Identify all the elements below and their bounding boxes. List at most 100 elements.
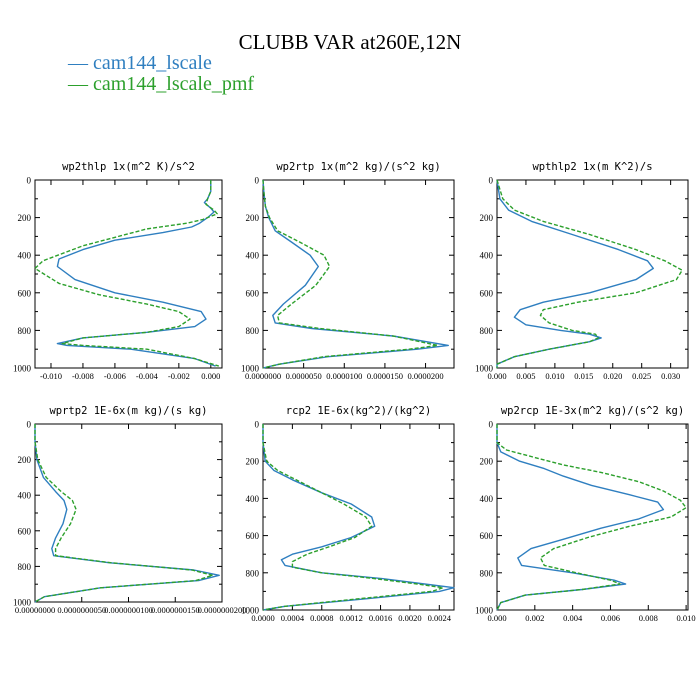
- y-tick-label: 600: [18, 526, 32, 536]
- x-tick-label: 0.0000100: [326, 371, 362, 381]
- legend-label-lscale-pmf: cam144_lscale_pmf: [93, 73, 255, 95]
- subplot-title: wprtp2 1E-6x(m kg)/(s kg): [49, 405, 207, 417]
- y-tick-label: 400: [18, 491, 32, 501]
- y-tick-label: 400: [480, 251, 494, 261]
- x-tick-label: 0.000: [487, 613, 506, 623]
- x-tick-label: 0.000: [201, 371, 220, 381]
- x-tick-label: 0.002: [525, 613, 544, 623]
- series-line-lscale: [34, 424, 220, 603]
- x-tick-label: -0.008: [72, 371, 94, 381]
- y-tick-label: 800: [18, 562, 32, 572]
- y-tick-label: 0: [489, 176, 494, 186]
- y-tick-label: 800: [246, 568, 260, 578]
- x-tick-label: 0.0012: [339, 613, 362, 623]
- y-tick-label: 600: [246, 288, 260, 298]
- legend-label-lscale: cam144_lscale: [93, 52, 212, 74]
- x-tick-label: 0.020: [603, 371, 622, 381]
- y-tick-label: 200: [246, 457, 260, 467]
- x-tick-label: 0.0016: [369, 613, 392, 623]
- y-tick-label: 1000: [13, 598, 32, 608]
- plot-frame: [34, 423, 223, 603]
- x-tick-label: 0.000: [487, 371, 506, 381]
- legend-line-lscale: —: [68, 52, 88, 74]
- x-tick-label: 0.015: [574, 371, 593, 381]
- y-tick-label: 1000: [241, 606, 260, 616]
- y-tick-label: 0: [255, 176, 260, 186]
- series-line-lscale: [262, 424, 455, 611]
- legend-entry-lscale-pmf: — cam144_lscale_pmf: [68, 73, 254, 96]
- x-tick-label: 0.0000050: [286, 371, 322, 381]
- series-line-lscale: [56, 180, 216, 367]
- x-tick-label: 0.0004: [281, 613, 305, 623]
- subplot-4: rcp2 1E-6x(kg^2)/(kg^2) 0 200 400 600 800 1000…: [241, 405, 455, 623]
- y-tick-label: 200: [480, 457, 494, 467]
- figure-title: CLUBB VAR at260E,12N: [238, 30, 462, 54]
- y-tick-label: 600: [246, 531, 260, 541]
- y-tick-label: 600: [18, 288, 32, 298]
- x-tick-label: 0.0000000: [245, 371, 281, 381]
- y-tick-label: 800: [480, 568, 494, 578]
- subplot-1: wp2rtp 1x(m^2 kg)/(s^2 kg) 0 200 400 600 800 1…: [241, 161, 455, 381]
- x-tick-label: 0.0000000150: [151, 605, 200, 615]
- series-line-lscale-pmf: [262, 424, 444, 611]
- x-tick-label: 0.025: [632, 371, 651, 381]
- y-tick-label: 400: [480, 494, 494, 504]
- x-tick-label: 0.0000: [251, 613, 274, 623]
- y-tick-label: 400: [246, 251, 260, 261]
- x-tick-label: 0.0008: [310, 613, 333, 623]
- x-tick-label: 0.005: [516, 371, 535, 381]
- x-tick-label: 0.008: [639, 613, 658, 623]
- x-tick-label: -0.002: [168, 371, 190, 381]
- subplot-5: wp2rcp 1E-3x(m^2 kg)/(s^2 kg) 0 200 400 600 8…: [475, 405, 696, 623]
- x-tick-label: 0.0000150: [367, 371, 403, 381]
- y-tick-label: 0: [489, 420, 494, 430]
- series-line-lscale: [496, 179, 654, 368]
- y-tick-label: 800: [480, 326, 494, 336]
- subplot-title: wp2thlp 1x(m^2 K)/s^2: [62, 161, 195, 173]
- subplot-2: wpthlp2 1x(m K^2)/s020040060080010000.00…: [475, 161, 689, 381]
- legend-line-lscale-pmf: —: [68, 73, 88, 95]
- y-tick-label: 0: [255, 420, 260, 430]
- x-tick-label: 0.00000000: [15, 605, 55, 615]
- series-line-lscale-pmf: [34, 424, 214, 603]
- y-tick-label: 400: [246, 494, 260, 504]
- y-tick-label: 600: [480, 288, 494, 298]
- subplot-title: wp2rcp 1E-3x(m^2 kg)/(s^2 kg): [501, 405, 684, 417]
- x-tick-label: -0.004: [136, 371, 159, 381]
- y-tick-label: 800: [246, 326, 260, 336]
- x-tick-label: 0.006: [601, 613, 620, 623]
- y-tick-label: 1000: [13, 364, 32, 374]
- y-tick-label: 400: [18, 251, 32, 261]
- plot-frame: [262, 179, 455, 369]
- subplot-title: wp2rtp 1x(m^2 kg)/(s^2 kg): [276, 161, 440, 173]
- y-tick-label: 200: [18, 455, 32, 465]
- y-tick-label: 200: [18, 213, 32, 223]
- x-tick-label: 0.0000000100: [104, 605, 153, 615]
- series-line-lscale-pmf: [496, 424, 687, 611]
- x-tick-label: -0.010: [40, 371, 62, 381]
- series-line-lscale-pmf: [34, 180, 220, 367]
- legend-entry-lscale: — cam144_lscale: [68, 52, 212, 75]
- plot-frame: [496, 423, 689, 611]
- y-tick-label: 600: [480, 531, 494, 541]
- x-tick-label: -0.006: [104, 371, 126, 381]
- x-tick-label: 0.0020: [398, 613, 421, 623]
- subplot-title: wpthlp2 1x(m K^2)/s: [532, 161, 652, 173]
- y-tick-label: 1000: [241, 364, 260, 374]
- y-tick-label: 0: [27, 176, 32, 186]
- plot-frame: [262, 423, 455, 611]
- x-tick-label: 0.0000000200: [198, 605, 247, 615]
- series-line-lscale: [496, 424, 665, 611]
- subplot-3: wprtp2 1E-6x(m kg)/(s kg) 0 200 400 600 800 10…: [13, 405, 246, 615]
- y-tick-label: 800: [18, 326, 32, 336]
- subplot-title: rcp2 1E-6x(kg^2)/(kg^2): [286, 405, 431, 417]
- x-tick-label: 0.010: [677, 613, 696, 623]
- x-tick-label: 0.0024: [428, 613, 452, 623]
- y-tick-label: 1000: [475, 606, 494, 616]
- series-line-lscale-pmf: [496, 179, 683, 368]
- y-tick-label: 0: [27, 420, 32, 430]
- y-tick-label: 200: [480, 213, 494, 223]
- subplot-0: wp2thlp 1x(m^2 K)/s^2 0 200 400 600 800 1000 -0…: [13, 161, 223, 381]
- plot-frame: [34, 179, 223, 369]
